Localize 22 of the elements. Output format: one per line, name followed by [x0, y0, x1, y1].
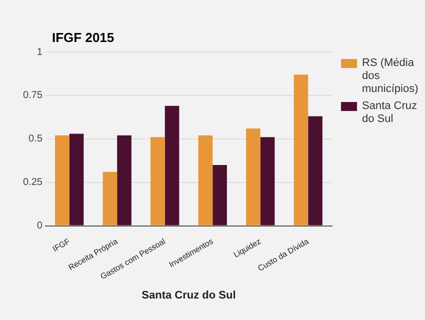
bar — [308, 116, 322, 226]
y-tick-label: 0 — [36, 220, 43, 232]
bar — [117, 135, 132, 226]
x-axis-title: Santa Cruz do Sul — [142, 289, 236, 302]
y-tick-label: 1 — [36, 46, 43, 58]
bar — [246, 128, 260, 226]
bar — [150, 137, 165, 226]
bar — [212, 164, 227, 226]
y-tick-label: 0.5 — [28, 134, 43, 145]
legend-label: RS (Média dos municípios) — [362, 57, 420, 96]
y-tick-label: 0.25 — [22, 177, 43, 188]
bar — [55, 135, 70, 226]
y-tick-label: 0.75 — [22, 90, 43, 102]
bar — [198, 135, 213, 226]
bar — [260, 137, 275, 226]
bar — [69, 134, 84, 226]
x-tick-label: IFGF — [51, 236, 72, 254]
chart-title: IFGF 2015 — [52, 30, 114, 45]
bar — [102, 172, 118, 226]
legend-label: Santa Cruz do Sul — [362, 100, 418, 126]
bar — [164, 106, 180, 226]
bar — [294, 74, 308, 226]
